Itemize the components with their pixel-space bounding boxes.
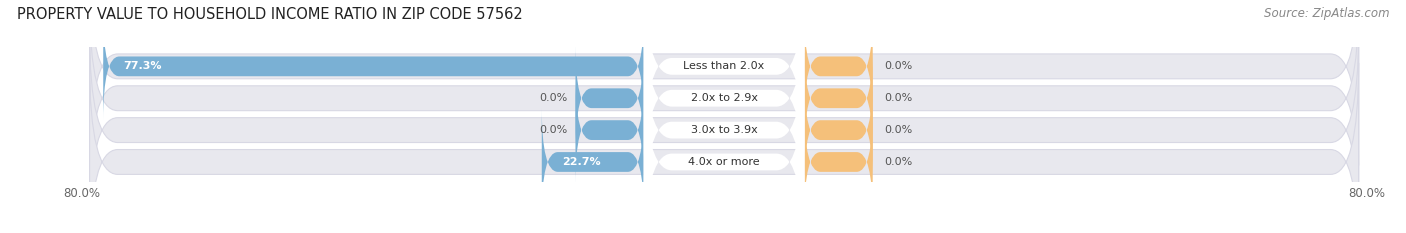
FancyBboxPatch shape [804, 44, 873, 152]
FancyBboxPatch shape [644, 27, 804, 233]
Text: 77.3%: 77.3% [124, 61, 162, 71]
FancyBboxPatch shape [90, 0, 1358, 165]
FancyBboxPatch shape [804, 76, 873, 184]
Text: Less than 2.0x: Less than 2.0x [683, 61, 765, 71]
Text: 3.0x to 3.9x: 3.0x to 3.9x [690, 125, 758, 135]
FancyBboxPatch shape [804, 108, 873, 216]
FancyBboxPatch shape [575, 76, 644, 184]
FancyBboxPatch shape [804, 13, 873, 120]
Text: 0.0%: 0.0% [884, 93, 912, 103]
FancyBboxPatch shape [90, 0, 1358, 197]
FancyBboxPatch shape [575, 44, 644, 152]
FancyBboxPatch shape [90, 31, 1358, 229]
FancyBboxPatch shape [644, 59, 804, 233]
Text: 22.7%: 22.7% [562, 157, 600, 167]
Text: 4.0x or more: 4.0x or more [689, 157, 759, 167]
Text: 0.0%: 0.0% [884, 61, 912, 71]
Text: 0.0%: 0.0% [884, 157, 912, 167]
Text: Source: ZipAtlas.com: Source: ZipAtlas.com [1264, 7, 1389, 20]
FancyBboxPatch shape [541, 108, 644, 216]
Text: 2.0x to 2.9x: 2.0x to 2.9x [690, 93, 758, 103]
FancyBboxPatch shape [644, 0, 804, 170]
Text: 0.0%: 0.0% [884, 125, 912, 135]
FancyBboxPatch shape [90, 63, 1358, 233]
FancyBboxPatch shape [103, 13, 644, 120]
FancyBboxPatch shape [644, 0, 804, 201]
Text: PROPERTY VALUE TO HOUSEHOLD INCOME RATIO IN ZIP CODE 57562: PROPERTY VALUE TO HOUSEHOLD INCOME RATIO… [17, 7, 523, 22]
Text: 0.0%: 0.0% [540, 125, 568, 135]
Text: 0.0%: 0.0% [540, 93, 568, 103]
